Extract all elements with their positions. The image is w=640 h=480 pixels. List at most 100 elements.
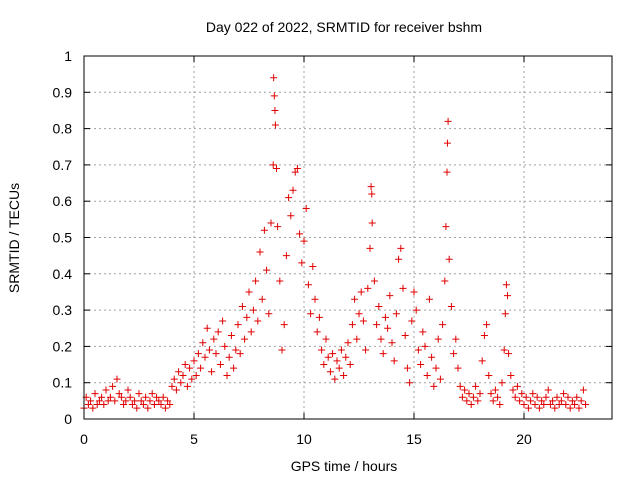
data-point [214,328,222,336]
data-point [302,204,310,212]
data-point [359,317,367,325]
data-point [258,295,266,303]
data-point [575,404,583,412]
x-axis-label: GPS time / hours [291,458,398,474]
data-point [373,321,381,329]
data-point [89,404,97,412]
data-points [80,74,590,412]
data-point [355,310,363,318]
data-point [227,332,235,340]
data-point [265,310,273,318]
data-point [194,350,202,358]
data-point [232,346,240,354]
data-point [203,324,211,332]
data-point [469,393,477,401]
data-point [520,400,528,408]
y-tick-label: 0.1 [53,375,73,391]
data-point [370,277,378,285]
y-tick-label: 0.5 [53,230,73,246]
data-point [219,317,227,325]
data-point [212,350,220,358]
data-point [192,371,200,379]
data-point [516,397,524,405]
data-point [320,361,328,369]
data-point [419,328,427,336]
data-point [104,397,112,405]
data-point [146,397,154,405]
grid-lines [84,56,612,419]
data-point [351,295,359,303]
data-point [183,382,191,390]
data-point [579,386,587,394]
data-point [507,371,515,379]
data-point [175,368,183,376]
data-point [439,321,447,329]
data-point [483,321,491,329]
data-point [524,404,532,412]
data-point [126,393,134,401]
x-tick-label: 0 [80,431,88,447]
data-point [273,165,280,173]
data-point [326,368,334,376]
data-point [124,386,132,394]
y-tick-label: 0.8 [53,121,73,137]
data-point [505,350,513,358]
data-point [247,328,255,336]
data-point [375,302,383,310]
data-point [172,386,180,394]
data-point [254,317,262,325]
data-point [87,397,95,405]
data-point [504,292,511,300]
data-point [461,386,469,394]
data-point [131,397,139,405]
data-point [271,121,279,129]
data-point [458,393,466,401]
data-point [285,194,293,202]
data-point [280,321,288,329]
data-point [98,393,106,401]
data-point [491,386,499,394]
data-point [289,186,297,194]
chart-title: Day 022 of 2022, SRMTID for receiver bsh… [206,19,482,35]
data-point [386,292,394,300]
data-point [238,302,246,310]
data-point [474,397,482,405]
data-point [566,404,574,412]
data-point [139,400,147,408]
data-point [128,400,136,408]
data-point [533,393,541,401]
data-point [245,288,253,296]
data-point [353,335,361,343]
y-tick-label: 0 [64,411,72,427]
data-point [199,339,207,347]
data-point [500,346,508,354]
data-point [577,397,585,405]
data-point [463,397,471,405]
data-point [333,357,341,365]
data-point [494,393,502,401]
data-point [188,375,196,383]
data-point [513,382,521,390]
tick-labels: 00.10.20.30.40.50.60.70.80.910 5 10 15 20 [53,48,532,447]
data-point [487,390,495,398]
data-point [340,371,348,379]
data-point [540,400,548,408]
y-tick-label: 0.7 [53,157,73,173]
data-point [304,281,312,289]
data-point [84,400,92,408]
data-point [142,393,150,401]
data-point [91,390,99,398]
data-point [546,400,554,408]
data-point [397,244,405,252]
data-point [115,390,123,398]
data-point [344,339,352,347]
data-point [269,161,277,169]
data-point [557,397,565,405]
data-point [329,350,337,358]
data-point [236,350,244,358]
data-point [106,393,114,401]
data-point [210,335,218,343]
data-point [263,266,271,274]
data-point [159,393,167,401]
